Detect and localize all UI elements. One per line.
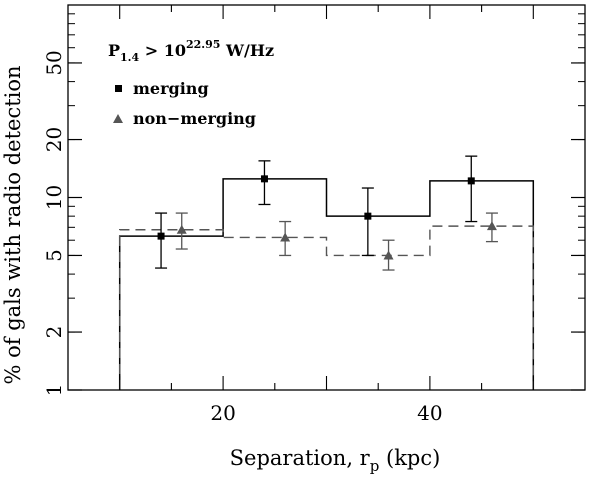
legend-merging-label: merging	[133, 79, 209, 98]
legend-nonmerging-label: non−merging	[133, 109, 256, 128]
x-axis-title-sub: p	[370, 457, 380, 475]
point-non-merging	[280, 232, 291, 242]
x-tick-label: 40	[417, 401, 442, 425]
y-axis-title: % of gals with radio detection	[1, 65, 25, 384]
point-non-merging	[383, 250, 394, 260]
legend-nonmerging-marker	[113, 114, 123, 123]
annotation-power-threshold: P1.4 > 1022.95 W/Hz	[108, 38, 274, 64]
x-tick-label: 20	[210, 401, 235, 425]
y-tick-label: 1	[42, 384, 66, 397]
histogram-merging	[118, 178, 535, 390]
x-axis-title: Separation, rp (kpc)	[230, 446, 441, 475]
annotation-prefix: P	[108, 41, 120, 60]
point-merging	[157, 232, 165, 240]
annotation-middle: > 10	[139, 41, 186, 60]
histogram-non-merging	[119, 225, 534, 390]
x-axis-title-rest: (kpc)	[379, 446, 440, 470]
point-merging	[260, 175, 268, 183]
point-non-merging	[486, 221, 497, 231]
y-tick-label: 20	[42, 127, 66, 152]
legend-merging-marker	[115, 85, 122, 92]
point-non-merging	[176, 224, 187, 234]
y-tick-label: 50	[42, 50, 66, 75]
annotation-sub: 1.4	[120, 51, 139, 64]
y-tick-label: 5	[42, 249, 66, 262]
point-merging	[364, 212, 372, 220]
annotation-suffix: W/Hz	[220, 41, 274, 60]
y-tick-label: 10	[42, 185, 66, 210]
legend: merging non−merging	[113, 79, 256, 128]
x-axis-title-main: Separation, r	[230, 446, 371, 470]
point-merging	[467, 177, 475, 185]
y-tick-label: 2	[42, 326, 66, 339]
annotation-sup: 22.95	[186, 38, 220, 51]
